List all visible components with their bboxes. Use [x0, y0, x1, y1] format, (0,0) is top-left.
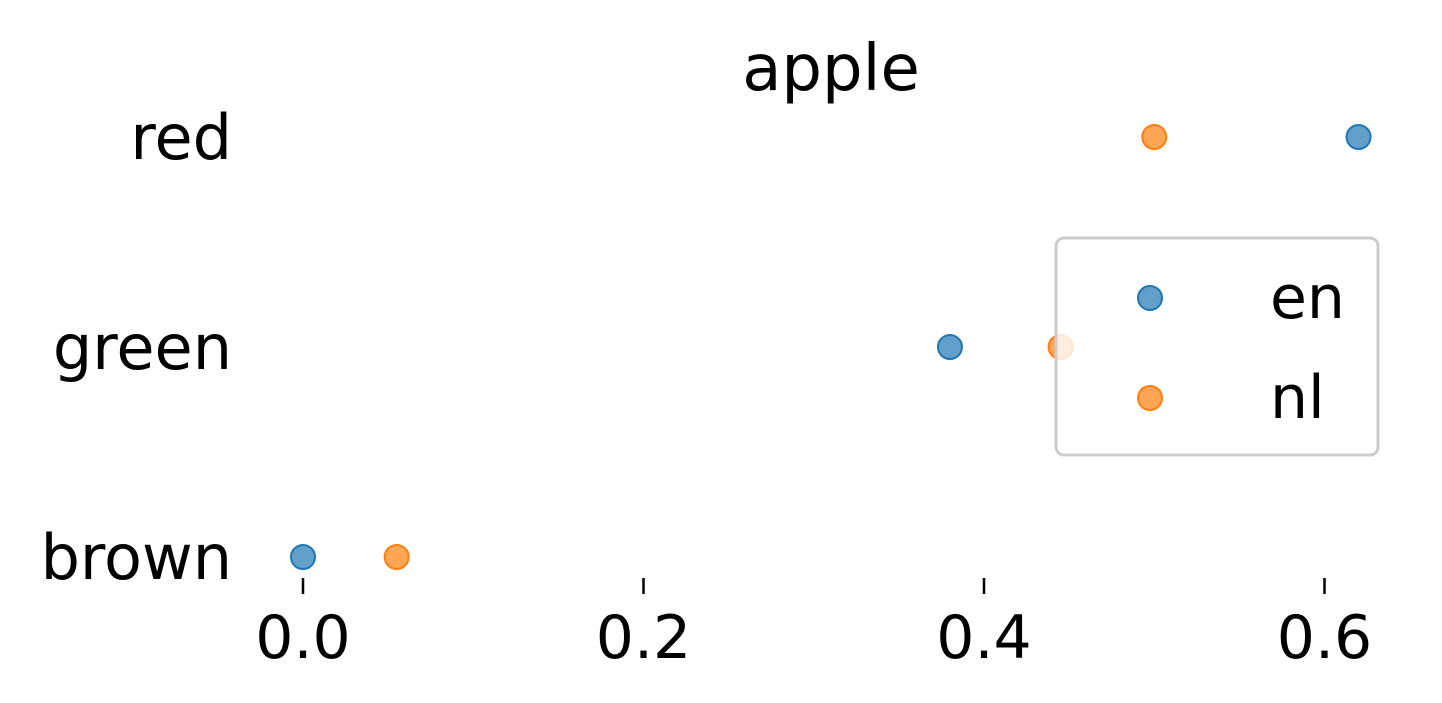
category-label-green: green	[53, 311, 232, 384]
point-en-red	[1345, 124, 1372, 150]
legend-marker-nl	[1137, 385, 1163, 411]
category-labels: red green brown	[41, 101, 232, 594]
legend: en nl	[1054, 236, 1380, 457]
legend-frame	[1054, 236, 1380, 457]
chart-title: apple	[742, 32, 920, 106]
point-nl-brown	[383, 544, 410, 570]
x-tick-label: 0.4	[936, 603, 1031, 673]
category-label-brown: brown	[41, 521, 232, 594]
legend-marker-en	[1137, 285, 1163, 311]
point-en-green	[936, 334, 963, 360]
x-tick-label: 0.2	[596, 603, 691, 673]
point-en-brown	[290, 544, 316, 570]
x-axis: 0.0 0.2 0.4 0.6	[255, 578, 1372, 673]
x-tick-label: 0.6	[1277, 603, 1372, 673]
legend-label-en: en	[1270, 263, 1345, 333]
legend-label-nl: nl	[1270, 363, 1325, 433]
category-label-red: red	[130, 101, 232, 174]
point-nl-red	[1141, 124, 1168, 150]
x-tick-label: 0.0	[255, 603, 350, 673]
